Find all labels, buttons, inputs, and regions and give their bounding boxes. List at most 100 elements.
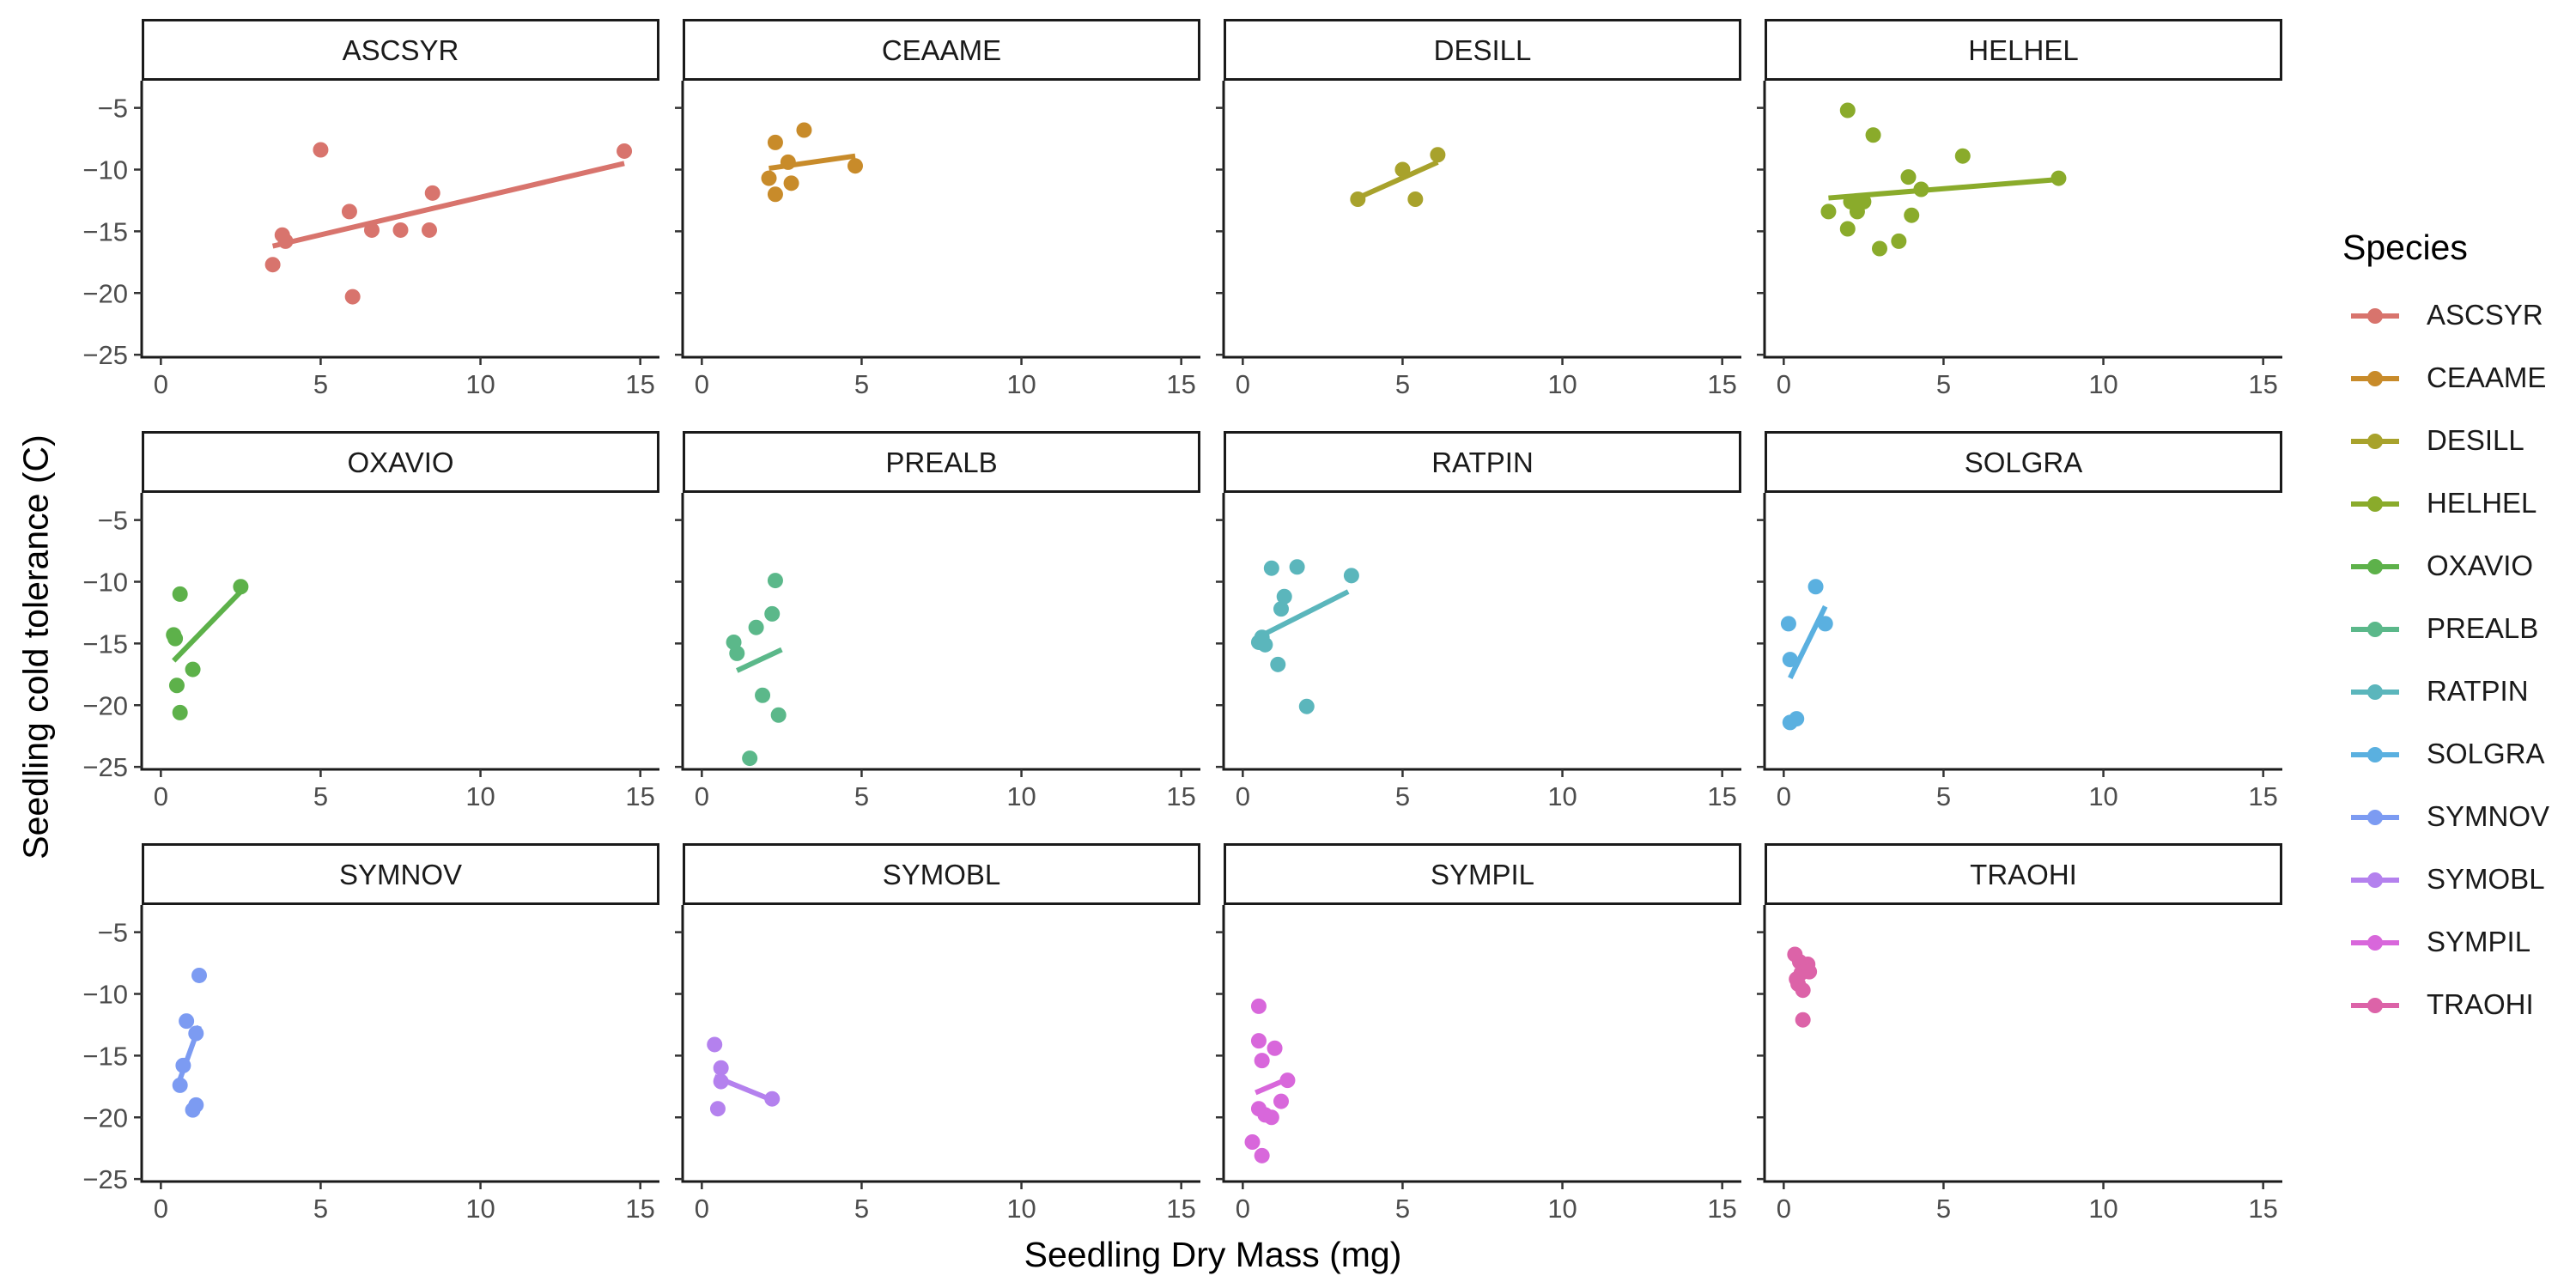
- x-tick-label: 5: [313, 1194, 328, 1224]
- data-point: [341, 204, 357, 220]
- facet-strip-label: OXAVIO: [347, 447, 453, 478]
- x-tick-label: 5: [854, 1194, 869, 1224]
- data-point: [1817, 616, 1833, 632]
- data-point: [1343, 568, 1359, 584]
- legend-key-dot: [2367, 809, 2383, 825]
- data-point: [1900, 169, 1917, 185]
- facet-strip-label: RATPIN: [1431, 447, 1534, 478]
- x-tick-label: 15: [625, 1194, 654, 1224]
- data-point: [1267, 1040, 1283, 1056]
- legend-key-dot: [2367, 558, 2383, 574]
- x-tick-label: 0: [1236, 1194, 1250, 1224]
- legend-key-dot: [2367, 872, 2383, 888]
- trend-line: [1788, 605, 1828, 679]
- legend-item-solgra: SOLGRA: [2342, 722, 2549, 785]
- x-tick-label: 0: [695, 781, 709, 811]
- facet-strip: [683, 19, 1200, 81]
- data-point: [1795, 982, 1811, 999]
- data-point: [172, 586, 188, 602]
- facet-strip-label: DESILL: [1434, 34, 1532, 66]
- x-tick-label: 5: [854, 369, 869, 399]
- facet-strip: [142, 843, 659, 905]
- facet-panel-ratpin: RATPIN 0 5 10 15: [1216, 431, 1741, 811]
- data-point: [168, 677, 185, 694]
- legend-item-symnov: SYMNOV: [2342, 785, 2549, 848]
- facet-strip-label: CEAAME: [882, 34, 1001, 66]
- data-point: [233, 579, 249, 595]
- x-tick-label: 10: [1006, 369, 1036, 399]
- x-tick-label: 5: [1936, 781, 1951, 811]
- data-point: [1289, 559, 1305, 575]
- legend-key: [2342, 799, 2420, 834]
- facet-panel-prealb: PREALB 0 5 10 15: [675, 431, 1200, 811]
- x-tick-label: 0: [695, 1194, 709, 1224]
- y-tick-label: −10: [82, 980, 128, 1010]
- legend-label: DESILL: [2427, 423, 2524, 456]
- data-point: [1801, 963, 1818, 980]
- facet-strip: [142, 19, 659, 81]
- x-tick-label: 0: [1777, 369, 1791, 399]
- y-tick-label: −25: [82, 340, 128, 370]
- y-tick-label: −20: [82, 690, 128, 720]
- y-tick-label: −20: [82, 278, 128, 308]
- data-point: [1276, 588, 1292, 605]
- data-point: [1913, 181, 1929, 197]
- facet-panel-helhel: HELHEL 0 5 10 15: [1757, 19, 2282, 399]
- legend-item-traohi: TRAOHI: [2342, 973, 2549, 1036]
- legend-key: [2342, 737, 2420, 771]
- x-tick-label: 0: [1777, 1194, 1791, 1224]
- data-point: [764, 605, 781, 622]
- legend-label: CEAAME: [2427, 361, 2547, 393]
- facet-strip-label: HELHEL: [1968, 34, 2078, 66]
- data-point: [1430, 147, 1446, 163]
- data-point: [748, 619, 764, 635]
- x-tick-label: 10: [465, 369, 495, 399]
- facet-panel-oxavio: OXAVIO −5 −10 −15 −20 −25 0 5 10 15: [82, 431, 659, 811]
- x-tick-label: 5: [1395, 369, 1410, 399]
- data-point: [1273, 1093, 1289, 1109]
- legend-key-dot: [2367, 495, 2383, 512]
- data-point: [392, 222, 409, 238]
- legend-label: OXAVIO: [2427, 549, 2534, 581]
- x-tick-label: 10: [465, 1194, 495, 1224]
- data-point: [1254, 1053, 1270, 1069]
- trend-line: [1254, 589, 1350, 641]
- data-point: [1254, 1147, 1270, 1163]
- data-point: [2050, 170, 2067, 186]
- legend-key: [2342, 423, 2420, 458]
- facet-strip-label: ASCSYR: [343, 34, 459, 66]
- x-tick-label: 10: [1006, 781, 1036, 811]
- data-point: [277, 233, 294, 249]
- legend-key: [2342, 361, 2420, 395]
- legend-key: [2342, 674, 2420, 708]
- x-tick-label: 10: [465, 781, 495, 811]
- data-point: [709, 1101, 726, 1117]
- data-point: [1350, 191, 1366, 207]
- x-tick-label: 0: [154, 781, 168, 811]
- data-point: [1273, 601, 1289, 617]
- data-point: [770, 707, 787, 723]
- data-point: [188, 1025, 204, 1042]
- facet-strip-label: SYMPIL: [1431, 859, 1534, 890]
- data-point: [1795, 1012, 1811, 1028]
- x-tick-label: 10: [1547, 1194, 1577, 1224]
- data-point: [1856, 193, 1872, 210]
- legend-key: [2342, 925, 2420, 959]
- facet-panel-sympil: SYMPIL 0 5 10 15: [1216, 843, 1741, 1224]
- y-tick-label: −15: [82, 1041, 128, 1071]
- data-point: [264, 257, 281, 273]
- data-point: [344, 289, 361, 305]
- x-tick-label: 15: [2248, 781, 2277, 811]
- data-point: [167, 630, 184, 647]
- legend-item-sympil: SYMPIL: [2342, 910, 2549, 973]
- data-point: [188, 1097, 204, 1113]
- x-tick-label: 0: [695, 369, 709, 399]
- legend-label: SYMPIL: [2427, 925, 2531, 957]
- x-tick-label: 10: [2088, 369, 2117, 399]
- facet-strip: [1224, 19, 1741, 81]
- trend-line: [172, 589, 243, 663]
- x-tick-label: 15: [625, 781, 654, 811]
- data-point: [1872, 240, 1887, 257]
- data-point: [1789, 711, 1805, 727]
